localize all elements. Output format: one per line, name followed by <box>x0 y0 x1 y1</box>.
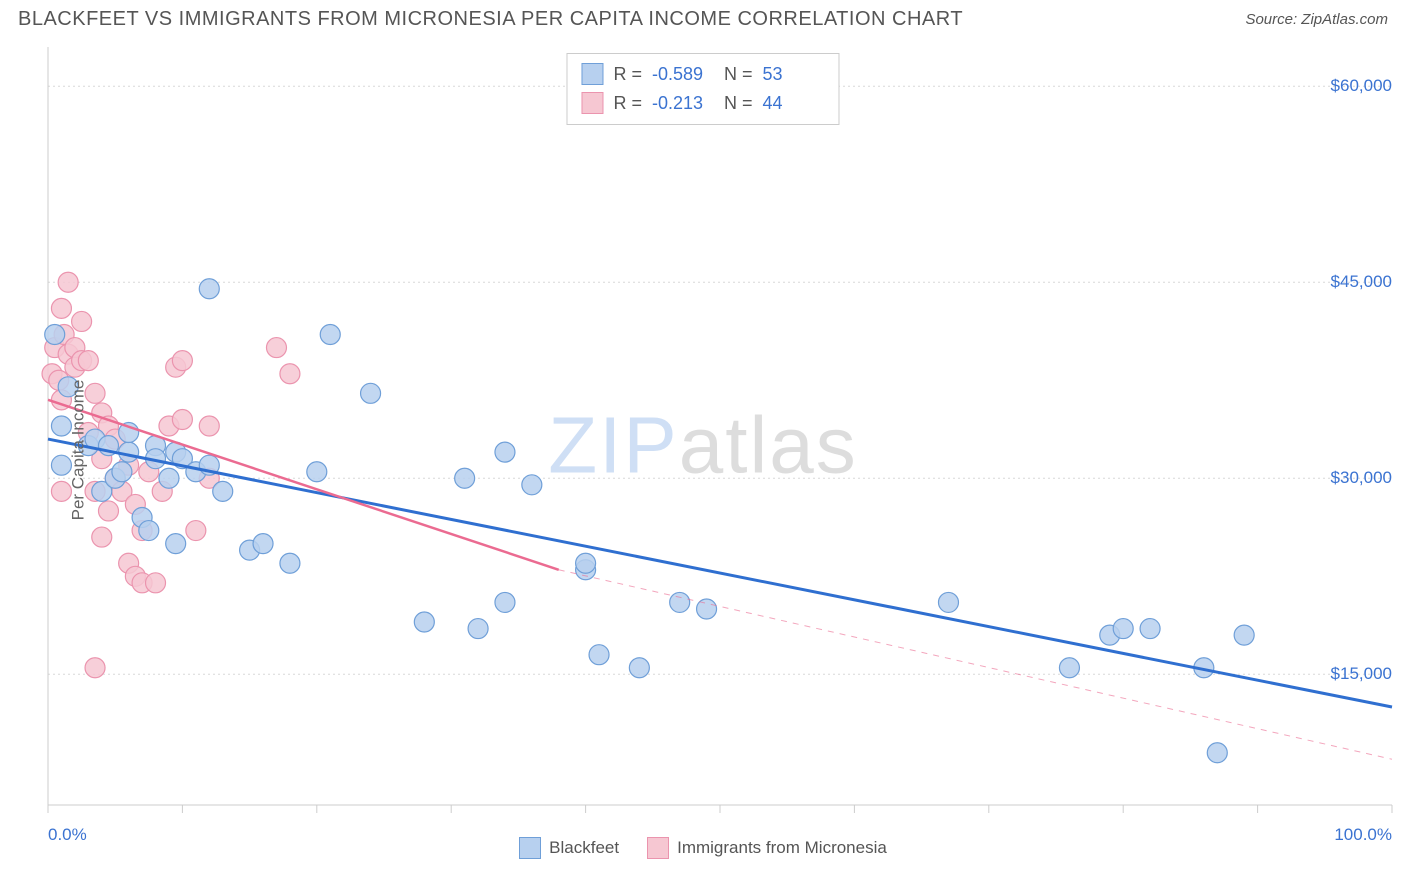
n-value-blackfeet: 53 <box>763 60 825 89</box>
y-tick-label: $60,000 <box>1331 76 1392 96</box>
r-value-blackfeet: -0.589 <box>652 60 714 89</box>
legend-label-micronesia: Immigrants from Micronesia <box>677 838 887 858</box>
swatch-micronesia <box>581 92 603 114</box>
legend-item-micronesia: Immigrants from Micronesia <box>647 837 887 859</box>
chart-area: Per Capita Income ZIPatlas R = -0.589 N … <box>0 35 1406 865</box>
legend-swatch-blackfeet <box>519 837 541 859</box>
y-tick-label: $15,000 <box>1331 664 1392 684</box>
legend-item-blackfeet: Blackfeet <box>519 837 619 859</box>
header: BLACKFEET VS IMMIGRANTS FROM MICRONESIA … <box>0 0 1406 35</box>
correlation-legend: R = -0.589 N = 53 R = -0.213 N = 44 <box>566 53 839 125</box>
y-tick-label: $45,000 <box>1331 272 1392 292</box>
swatch-blackfeet <box>581 63 603 85</box>
chart-title: BLACKFEET VS IMMIGRANTS FROM MICRONESIA … <box>18 8 963 31</box>
r-value-micronesia: -0.213 <box>652 89 714 118</box>
correlation-row-micronesia: R = -0.213 N = 44 <box>581 89 824 118</box>
y-tick-label: $30,000 <box>1331 468 1392 488</box>
correlation-row-blackfeet: R = -0.589 N = 53 <box>581 60 824 89</box>
legend-label-blackfeet: Blackfeet <box>549 838 619 858</box>
legend-swatch-micronesia <box>647 837 669 859</box>
y-axis-label: Per Capita Income <box>68 380 88 521</box>
source-attribution: Source: ZipAtlas.com <box>1245 11 1388 28</box>
series-legend: Blackfeet Immigrants from Micronesia <box>0 837 1406 859</box>
scatter-chart-svg <box>0 35 1406 865</box>
n-value-micronesia: 44 <box>763 89 825 118</box>
